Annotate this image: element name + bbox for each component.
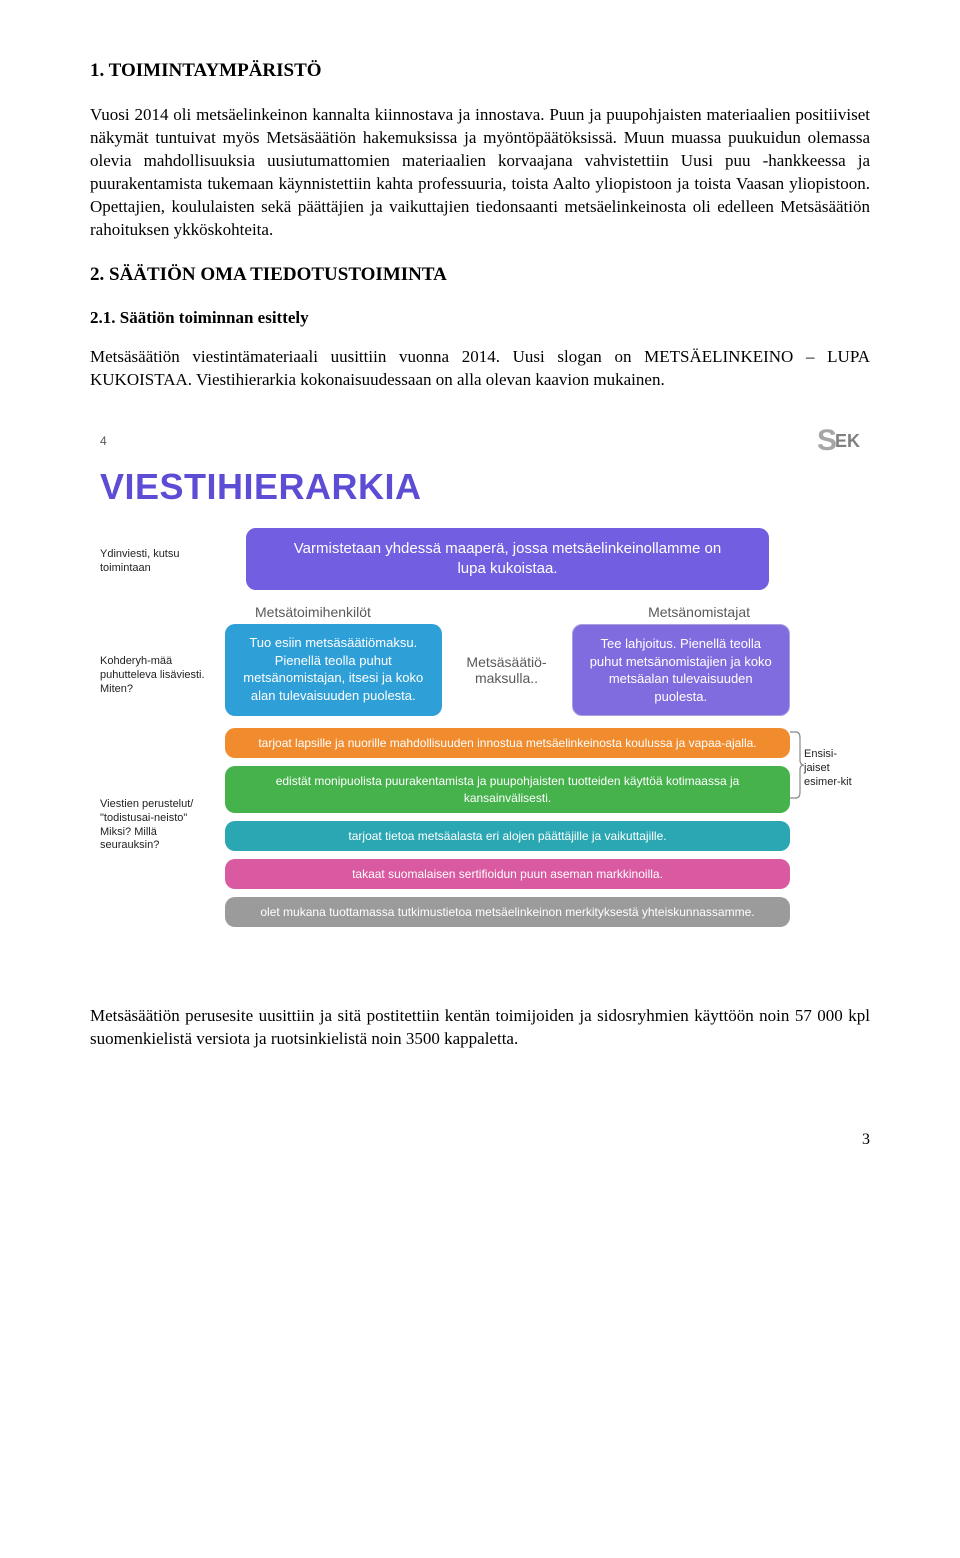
left-label-proof: Viestien perustelut/ "todistusai-neisto"…: [100, 728, 215, 853]
left-label-core: Ydinviesti, kutsu toimintaan: [100, 548, 215, 576]
pill-3: tarjoat tietoa metsäalasta eri alojen pä…: [225, 821, 790, 851]
bracket-icon: [790, 730, 804, 800]
audience-box-right: Tee lahjoitus. Pienellä teolla puhut met…: [572, 624, 791, 716]
left-label-audience: Kohderyh-mää puhutteleva lisäviesti. Mit…: [100, 655, 215, 696]
sek-logo: SEK: [817, 424, 860, 458]
sek-s: S: [817, 424, 835, 457]
audience-mid-label: Metsäsäätiö-maksulla..: [452, 654, 562, 686]
section1-para: Vuosi 2014 oli metsäelinkeinon kannalta …: [90, 104, 870, 242]
closing-para: Metsäsäätiön perusesite uusittiin ja sit…: [90, 1005, 870, 1051]
diagram-page-num: 4: [100, 434, 107, 448]
pill-1: tarjoat lapsille ja nuorille mahdollisuu…: [225, 728, 790, 758]
audience-box-left: Tuo esiin metsäsäätiömaksu. Pienellä teo…: [225, 624, 442, 716]
section1-heading: 1. TOIMINTAYMPÄRISTÖ: [90, 60, 870, 82]
pill-5: olet mukana tuottamassa tutkimustietoa m…: [225, 897, 790, 927]
page-number: 3: [90, 1131, 870, 1149]
audience-header-left: Metsätoimihenkilöt: [255, 604, 371, 620]
diagram-title: VIESTIHIERARKIA: [100, 466, 860, 508]
audience-header-right: Metsänomistajat: [648, 604, 750, 620]
viestihierarkia-diagram: 4 SEK VIESTIHIERARKIA Ydinviesti, kutsu …: [90, 414, 870, 966]
core-message-box: Varmistetaan yhdessä maaperä, jossa mets…: [246, 528, 769, 591]
section2-para: Metsäsäätiön viestintämateriaali uusitti…: [90, 346, 870, 392]
sek-rest: EK: [835, 431, 860, 451]
pill-2: edistät monipuolista puurakentamista ja …: [225, 766, 790, 812]
section2-heading: 2. SÄÄTIÖN OMA TIEDOTUSTOIMINTA: [90, 264, 870, 286]
pill-4: takaat suomalaisen sertifioidun puun ase…: [225, 859, 790, 889]
right-label-text: Ensisi-jaiset esimer-kit: [804, 748, 852, 788]
section2-sub: 2.1. Säätiön toiminnan esittely: [90, 308, 870, 328]
